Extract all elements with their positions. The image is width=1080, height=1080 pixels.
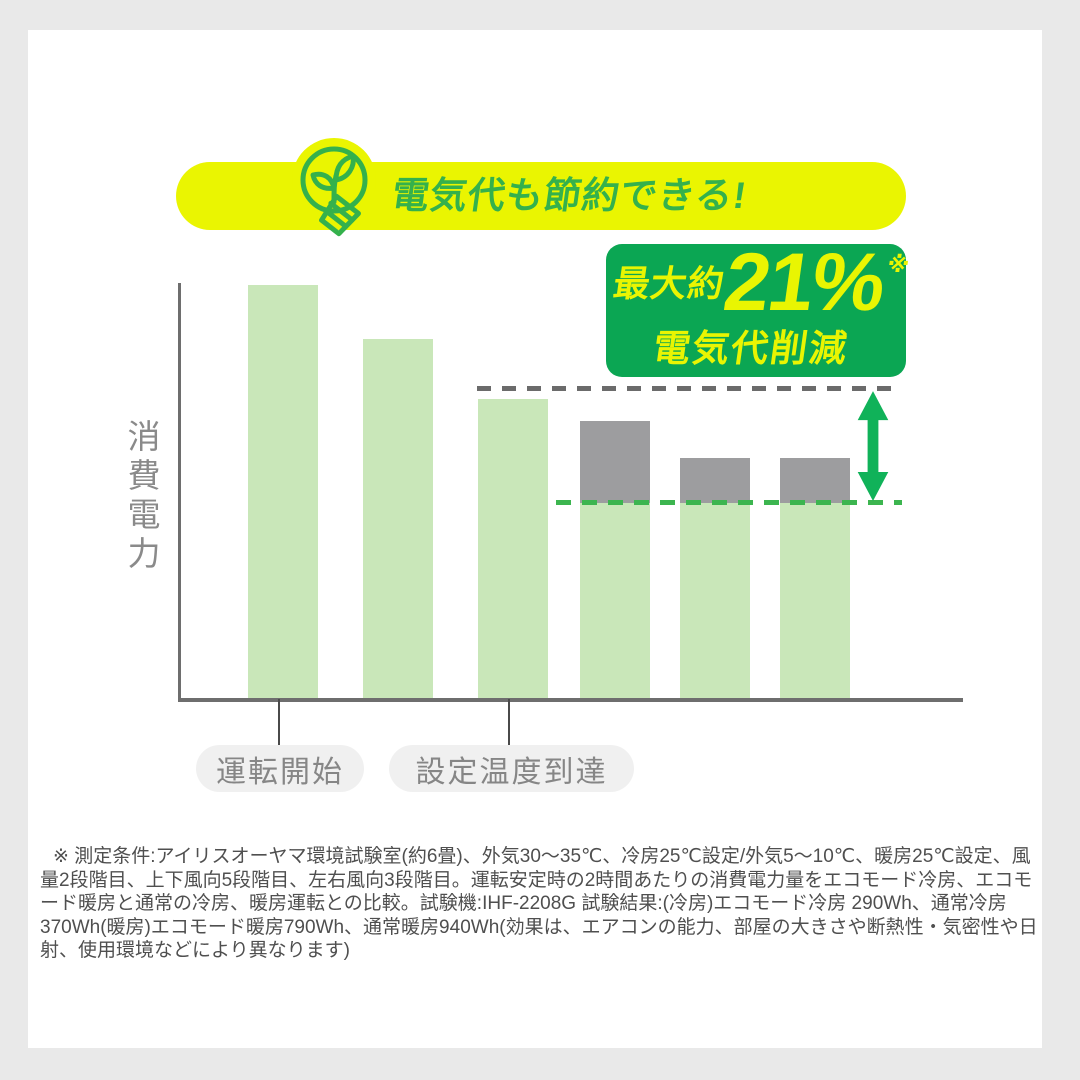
reduction-badge: 最大約 21% ※ 電気代削減 [606, 237, 910, 377]
plot-area [178, 283, 963, 702]
eco-level-dashed-line [555, 499, 902, 505]
bar-eco-green [579, 502, 650, 698]
normal-level-dashed-line [477, 385, 902, 391]
x-label-operation-start: 運転開始 [196, 745, 364, 792]
bar-eco-green [679, 502, 750, 698]
badge-asterisk: ※ [885, 252, 911, 278]
eco-bulb-icon [281, 136, 397, 252]
y-axis-label: 消費電力 [123, 419, 160, 575]
bar-eco-green [362, 339, 433, 698]
bar-normal-gray-cap [780, 458, 850, 503]
reduction-arrow-icon [855, 389, 891, 503]
bar-eco-green [248, 285, 318, 698]
bar-eco-green [478, 399, 548, 698]
bar-normal-gray-cap [679, 458, 750, 503]
annotation-connector-line [278, 699, 280, 745]
annotation-connector-line [508, 699, 510, 745]
bar-normal-gray-cap [579, 421, 650, 503]
x-label-set-temp-reached: 設定温度到達 [389, 745, 634, 792]
measurement-conditions-footnote: ※ 測定条件:アイリスオーヤマ環境試験室(約6畳)、外気30〜35℃、冷房25℃… [40, 846, 1038, 961]
banner-title: 電気代も節約できる! [389, 175, 750, 216]
bar-eco-green [780, 502, 850, 698]
